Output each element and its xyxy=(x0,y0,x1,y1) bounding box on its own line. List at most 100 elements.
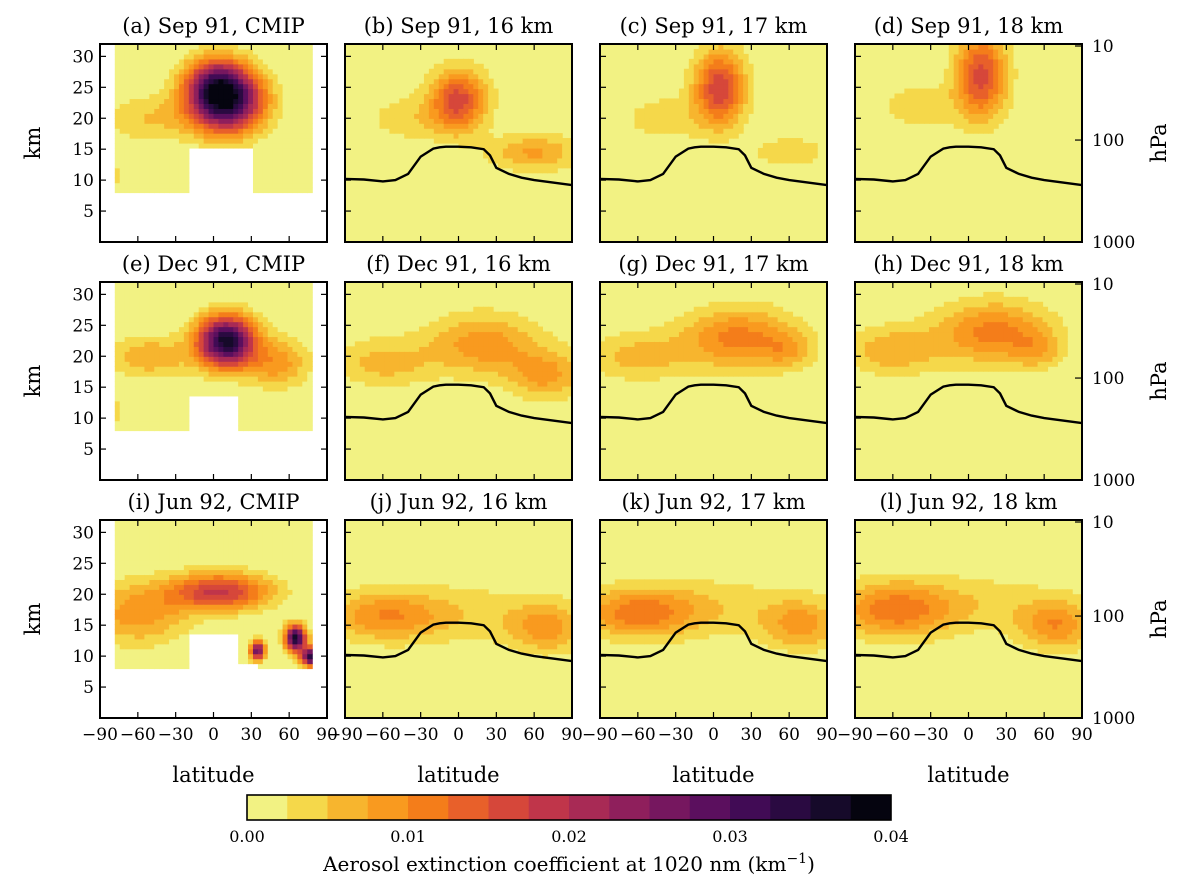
heat-cell xyxy=(114,53,121,60)
heat-cell xyxy=(502,346,509,352)
heat-cell xyxy=(238,44,244,50)
heat-cell xyxy=(359,356,366,362)
heat-cell xyxy=(723,44,729,50)
heat-cell xyxy=(968,113,975,119)
heat-cell xyxy=(262,381,269,387)
heat-cell xyxy=(302,311,308,318)
heat-cell xyxy=(1007,351,1014,357)
heat-cell xyxy=(169,311,175,318)
heat-cell xyxy=(233,385,239,392)
heat-cell xyxy=(218,311,224,318)
heat-cell xyxy=(124,143,131,149)
heat-cell xyxy=(674,316,680,323)
heat-cell xyxy=(297,128,303,134)
heat-cell xyxy=(659,361,665,367)
heat-cell xyxy=(384,376,391,382)
heat-cell xyxy=(953,311,960,318)
heat-cell xyxy=(178,282,185,288)
heat-cell xyxy=(958,83,965,90)
heat-cell xyxy=(297,361,303,367)
heat-cell xyxy=(262,147,269,154)
heat-cell xyxy=(958,366,965,372)
heat-cell xyxy=(277,162,284,169)
heat-cell xyxy=(718,53,724,60)
heat-cell xyxy=(208,376,215,382)
heat-cell xyxy=(787,346,794,352)
heat-cell xyxy=(154,390,160,397)
heat-cell xyxy=(527,371,534,377)
heat-cell xyxy=(287,291,294,298)
heat-cell xyxy=(443,63,450,70)
heat-cell xyxy=(134,58,141,65)
heat-cell xyxy=(874,356,881,362)
heat-cell xyxy=(124,390,131,397)
heat-cell xyxy=(114,177,121,184)
heat-cell xyxy=(302,93,308,100)
heat-cell xyxy=(252,118,259,124)
heat-cell xyxy=(203,286,210,293)
heat-cell xyxy=(129,381,136,387)
heat-cell xyxy=(864,356,871,362)
heat-cell xyxy=(713,128,720,134)
heat-cell xyxy=(208,78,215,85)
heat-cell xyxy=(243,361,249,367)
heat-cell xyxy=(178,361,185,367)
heat-cell xyxy=(364,361,371,367)
heat-cell xyxy=(287,405,294,412)
heat-cell xyxy=(708,133,715,139)
heat-cell xyxy=(203,108,210,114)
heat-cell xyxy=(399,123,405,129)
heat-cell xyxy=(423,326,430,333)
heat-cell xyxy=(703,98,710,104)
heat-cell xyxy=(272,103,279,109)
heat-cell xyxy=(374,346,381,352)
heat-cell xyxy=(542,395,548,402)
heat-cell xyxy=(688,321,695,328)
heat-cell xyxy=(423,123,430,129)
heat-cell xyxy=(114,286,121,293)
heat-cell xyxy=(144,296,150,303)
heat-cell xyxy=(683,93,690,100)
heat-cell xyxy=(938,93,945,100)
heat-cell xyxy=(782,351,789,357)
heat-cell xyxy=(674,336,680,342)
heat-cell xyxy=(624,331,631,338)
heat-cell xyxy=(164,48,170,55)
heat-cell xyxy=(213,128,220,134)
heat-cell xyxy=(728,88,734,95)
heat-cell xyxy=(537,385,543,392)
heat-cell xyxy=(453,93,460,100)
heat-cell xyxy=(983,53,989,60)
heat-cell xyxy=(282,113,289,119)
heat-cell xyxy=(292,425,298,432)
heat-cell xyxy=(252,385,259,392)
heat-cell xyxy=(473,63,479,70)
heat-cell xyxy=(238,321,244,328)
heat-cell xyxy=(287,157,294,164)
heat-cell xyxy=(728,123,734,129)
heat-cell xyxy=(502,336,509,342)
heat-cell xyxy=(889,103,896,109)
heat-cell xyxy=(743,351,749,357)
heat-cell xyxy=(953,78,960,85)
heat-cell xyxy=(723,53,729,60)
heat-cell xyxy=(733,113,739,119)
heat-cell xyxy=(262,282,269,288)
heat-cell xyxy=(248,301,254,308)
heat-cell xyxy=(124,133,131,139)
heat-cell xyxy=(983,336,989,342)
heat-cell xyxy=(708,78,715,85)
heat-cell xyxy=(683,336,690,342)
heat-cell xyxy=(998,341,1004,347)
heat-cell xyxy=(718,68,724,75)
heat-cell xyxy=(748,108,754,114)
heat-cell xyxy=(238,376,244,382)
heat-cell xyxy=(252,187,259,194)
heat-cell xyxy=(149,78,155,85)
heat-cell xyxy=(748,301,754,308)
heat-cell xyxy=(297,376,303,382)
heat-cell xyxy=(213,296,220,303)
heat-cell xyxy=(129,346,136,352)
heat-cell xyxy=(904,118,910,124)
heat-cell xyxy=(287,88,294,95)
